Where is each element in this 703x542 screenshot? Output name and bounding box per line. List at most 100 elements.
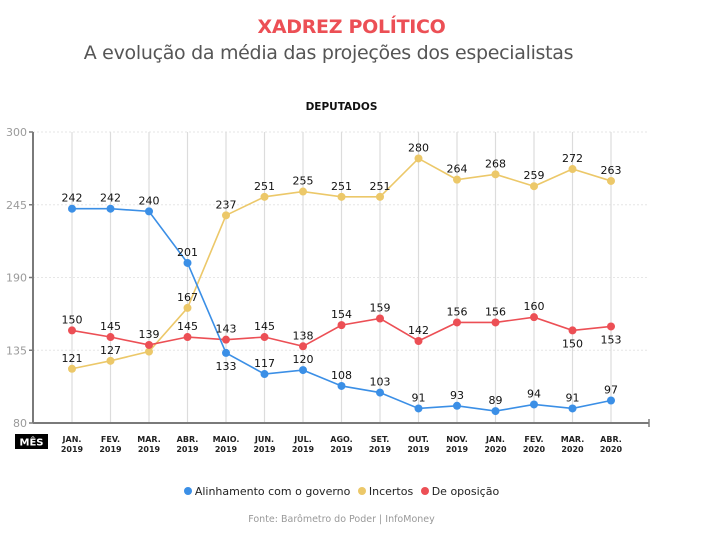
data-point-incertos <box>530 182 538 191</box>
data-label-oposicao: 154 <box>331 308 352 321</box>
x-tick-label-year: 2019 <box>176 445 199 454</box>
x-tick-label-month: JUN. <box>254 435 274 444</box>
x-tick-label-month: ABR. <box>600 435 622 444</box>
x-tick-label-year: 2019 <box>292 445 315 454</box>
data-label-oposicao: 159 <box>370 302 391 315</box>
data-point-oposicao <box>491 318 500 327</box>
x-tick-label-year: 2020 <box>561 445 584 454</box>
x-tick-label-year: 2019 <box>99 445 122 454</box>
x-tick-label-year: 2020 <box>484 445 507 454</box>
x-tick-label-year: 2020 <box>523 445 546 454</box>
x-tick-label-year: 2019 <box>138 445 161 454</box>
data-point-governo <box>453 401 461 410</box>
series-points <box>68 154 615 416</box>
data-label-oposicao: 156 <box>447 305 468 318</box>
data-label-governo: 97 <box>604 384 618 397</box>
chart-main-title: XADREZ POLÍTICO <box>257 16 446 38</box>
data-point-oposicao <box>106 333 115 342</box>
data-point-governo <box>68 204 76 213</box>
y-tick-label: 245 <box>6 199 27 212</box>
data-point-governo <box>491 407 500 416</box>
data-point-oposicao <box>414 336 423 345</box>
x-tick-label-month: JAN. <box>62 435 82 444</box>
x-tick-label-month: OUT. <box>408 435 429 444</box>
data-label-incertos: 167 <box>177 291 198 304</box>
data-point-incertos <box>260 192 269 201</box>
data-point-governo <box>376 388 384 397</box>
data-point-incertos <box>337 192 346 201</box>
data-label-incertos: 272 <box>562 152 583 165</box>
x-tick-label-month: FEV. <box>524 435 543 444</box>
x-tick-label-month: NOV. <box>446 435 467 444</box>
x-tick-label-month: AGO. <box>330 435 352 444</box>
chart-section-title: DEPUTADOS <box>305 101 378 113</box>
data-label-governo: 242 <box>100 192 121 205</box>
data-point-incertos <box>183 303 192 312</box>
data-point-oposicao <box>222 335 230 344</box>
data-point-oposicao <box>260 333 269 342</box>
data-label-oposicao: 143 <box>216 323 237 336</box>
x-tick-label-year: 2020 <box>600 445 623 454</box>
data-point-governo <box>222 348 230 357</box>
x-tick-label-month: SET. <box>371 435 390 444</box>
data-point-oposicao <box>568 326 577 335</box>
x-axis-label: MÊS <box>20 436 44 449</box>
data-point-governo <box>568 404 577 413</box>
data-point-governo <box>530 400 538 409</box>
data-point-incertos <box>222 211 230 220</box>
data-point-oposicao <box>376 314 384 323</box>
data-label-governo: 94 <box>527 387 541 400</box>
data-point-incertos <box>568 165 577 174</box>
data-point-oposicao <box>607 322 615 331</box>
data-label-oposicao: 156 <box>485 305 506 318</box>
y-tick-label: 80 <box>13 417 27 430</box>
data-point-oposicao <box>337 321 346 330</box>
data-label-governo: 93 <box>450 389 464 402</box>
data-label-governo: 103 <box>370 376 391 389</box>
x-tick-label-year: 2019 <box>407 445 430 454</box>
x-tick-label-month: ABR. <box>177 435 199 444</box>
y-tick-label: 135 <box>6 344 27 357</box>
data-label-oposicao: 150 <box>562 337 583 350</box>
data-point-oposicao <box>145 340 153 349</box>
data-point-governo <box>260 370 269 379</box>
data-label-oposicao: 142 <box>408 324 429 337</box>
x-axis-label-badge <box>15 434 48 449</box>
data-point-incertos <box>491 170 500 179</box>
legend-dot-governo-icon <box>183 487 192 495</box>
x-tick-label-month: MAR. <box>561 435 585 444</box>
legend-item-incertos[interactable]: Incertos <box>357 485 413 498</box>
data-point-governo <box>106 204 115 213</box>
data-label-oposicao: 150 <box>62 313 83 326</box>
data-label-governo: 91 <box>412 391 426 404</box>
data-point-incertos <box>453 175 461 184</box>
data-point-oposicao <box>68 326 76 335</box>
x-tick-label-year: 2019 <box>369 445 392 454</box>
legend-item-oposicao[interactable]: De oposição <box>420 485 499 498</box>
data-label-governo: 91 <box>566 391 580 404</box>
data-label-incertos: 251 <box>331 180 352 193</box>
data-point-governo <box>337 381 346 390</box>
y-tick-label: 300 <box>6 126 27 139</box>
data-label-governo: 242 <box>62 192 83 205</box>
legend-item-governo[interactable]: Alinhamento com o governo <box>183 485 350 498</box>
data-label-incertos: 280 <box>408 141 429 154</box>
data-point-oposicao <box>299 342 307 351</box>
axis-layer: 80135190245300JAN.2019FEV.2019MAR.2019AB… <box>6 126 650 454</box>
data-point-oposicao <box>183 333 192 342</box>
data-label-oposicao: 153 <box>601 333 622 346</box>
legend-dot-incertos-icon <box>357 487 366 495</box>
data-label-oposicao: 145 <box>100 320 121 333</box>
data-label-governo: 89 <box>489 394 503 407</box>
data-label-governo: 240 <box>139 194 160 207</box>
data-point-governo <box>183 258 192 267</box>
data-labels: 121 127 167 237 251 255 251 251 280 264 268 259 272 2… <box>62 141 622 407</box>
data-point-governo <box>145 207 153 216</box>
legend-dot-oposicao-icon <box>420 487 429 495</box>
data-point-incertos <box>607 176 615 185</box>
x-tick-label-year: 2019 <box>446 445 469 454</box>
data-label-oposicao: 139 <box>139 328 160 341</box>
data-label-governo: 108 <box>331 369 352 382</box>
data-label-incertos: 251 <box>370 180 391 193</box>
